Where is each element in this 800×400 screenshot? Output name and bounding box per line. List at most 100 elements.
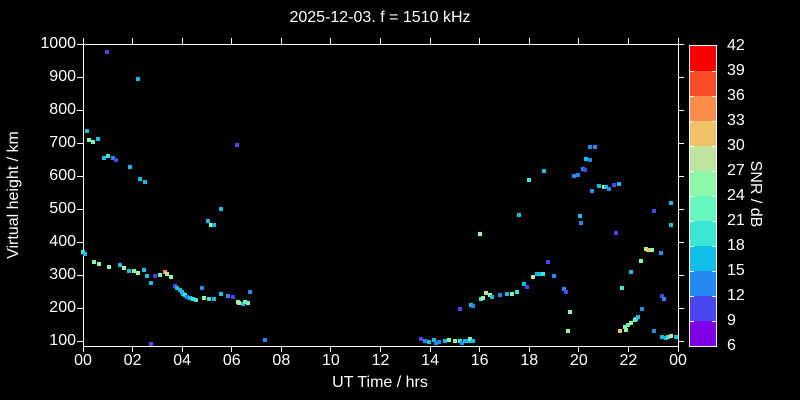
x-tick-label: 18 [520,352,539,369]
colorbar-notch [712,146,716,147]
data-point [426,339,431,344]
y-tick-label: 700 [49,134,76,151]
x-tick [231,346,233,352]
x-tick-label: 14 [421,352,439,369]
colorbar-notch [690,146,694,147]
data-point [540,272,545,276]
colorbar-segment [690,96,716,122]
y-tick-label: 800 [49,101,76,118]
data-point [243,300,248,305]
data-point [611,182,616,187]
colorbar-tick-label: 24 [727,187,745,204]
colorbar-notch [712,171,716,172]
y-tick-label: 300 [49,266,76,283]
x-tick-top [578,38,580,44]
colorbar-segment [690,46,716,72]
data-point [561,286,566,291]
data-point [218,292,223,297]
data-point [218,207,223,211]
data-point [673,335,678,340]
data-point [514,290,519,295]
data-point [652,208,657,213]
colorbar-notch [690,221,694,222]
y-tick-right [678,340,684,342]
data-point [90,140,95,144]
colorbar-tick-label: 6 [727,337,736,354]
x-tick-label: 02 [123,352,142,369]
data-point [497,293,502,298]
y-axis-label: Virtual height / km [5,131,22,259]
data-point [206,218,211,223]
data-point [200,285,204,290]
data-point [95,137,100,142]
data-point [668,334,673,339]
y-tick-label: 600 [49,167,76,184]
data-point [237,301,242,306]
colorbar-notch [690,71,694,72]
colorbar-notch [690,196,694,197]
data-point [126,269,131,274]
data-point [234,142,239,147]
data-point [534,272,539,276]
colorbar-label: SNR / dB [747,160,764,228]
data-point [643,246,648,251]
x-tick-label: 22 [619,352,638,369]
data-point [527,177,532,182]
colorbar-notch [712,196,716,197]
x-tick [627,346,629,352]
data-point [552,273,557,278]
y-tick [77,175,83,177]
x-tick-top [429,38,431,44]
data-point [628,320,633,325]
data-point [578,213,583,218]
y-tick-right [678,307,684,309]
data-point [545,260,550,265]
y-tick-right [678,142,684,144]
y-tick-label: 1000 [40,35,76,52]
data-point [517,212,522,217]
colorbar-tick-label: 36 [727,87,745,104]
x-tick-top [380,38,381,44]
chart-title: 2025-12-03. f = 1510 kHz [289,9,471,26]
data-point [193,298,198,303]
x-tick-label: 08 [272,352,291,369]
colorbar-notch [712,221,716,222]
data-point [575,173,580,177]
colorbar-notch [712,246,716,247]
y-tick-label: 100 [49,332,76,349]
data-point [175,285,180,290]
y-tick-right [678,175,684,177]
data-point [104,50,109,55]
data-point [452,339,457,343]
x-tick-top [677,38,679,44]
data-point [471,304,476,309]
data-point [191,297,196,302]
data-point [165,272,170,276]
data-point [468,303,473,308]
colorbar-tick-label: 21 [727,212,745,229]
y-tick-right [678,109,684,111]
y-tick-label: 500 [49,200,76,217]
x-tick-label: 06 [222,352,241,369]
x-tick-top [181,38,183,44]
colorbar-tick-label: 9 [727,312,736,329]
colorbar-segment [690,121,716,147]
data-point [460,340,465,345]
x-tick-label: 00 [669,352,687,369]
data-point [182,293,187,298]
data-point [83,251,88,256]
x-tick-label: 12 [371,352,390,369]
data-point [462,339,467,343]
data-point [81,249,85,254]
data-point [633,316,638,321]
data-point [87,137,92,142]
data-point [522,281,527,286]
data-point [457,339,462,343]
x-axis-label: UT Time / hrs [332,374,428,391]
data-point [105,153,110,158]
data-point [638,259,643,264]
x-tick-label: 20 [569,352,588,369]
data-point [646,247,651,252]
data-point [537,272,542,276]
colorbar-tick-label: 39 [727,62,745,79]
